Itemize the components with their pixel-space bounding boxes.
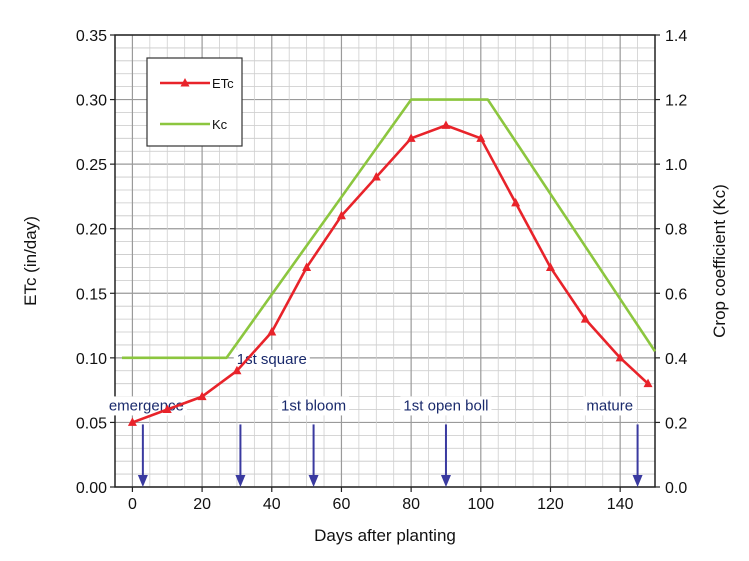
y-left-tick-label: 0.25 xyxy=(76,157,107,174)
data-point-etc xyxy=(615,352,625,362)
data-point-etc xyxy=(580,314,590,323)
x-tick-label: 80 xyxy=(402,496,420,513)
stage-label-bg xyxy=(278,396,350,416)
legend-label-etc: ETc xyxy=(212,76,234,91)
legend: ETc Kc xyxy=(146,57,243,147)
y-left-tick-label: 0.00 xyxy=(76,480,107,497)
x-tick-label: 0 xyxy=(128,496,137,513)
y-left-tick-label: 0.35 xyxy=(76,28,107,45)
stage-label-bg xyxy=(400,396,492,416)
data-point-etc xyxy=(441,120,451,129)
legend-box xyxy=(146,57,243,147)
data-point-etc xyxy=(336,210,346,220)
x-tick-label: 140 xyxy=(607,496,634,513)
data-point-etc xyxy=(232,365,242,375)
stage-label: 1st square xyxy=(237,351,307,368)
stage-label: 1st open boll xyxy=(403,397,488,414)
stage-label: mature xyxy=(586,397,633,414)
y-left-tick-label: 0.05 xyxy=(76,415,107,432)
y-axis-right-title: Crop coefficient (Kc) xyxy=(710,184,729,338)
y-right-tick-label: 0.4 xyxy=(665,351,687,368)
axes: 0 20 40 60 80 100 120 140 0.00 0.05 0.10 0.15 0.20 0.… xyxy=(76,28,687,513)
y-right-tick-label: 0.6 xyxy=(665,286,687,303)
data-point-etc xyxy=(643,378,653,388)
y-left-tick-label: 0.20 xyxy=(76,222,107,239)
y-left-tick-label: 0.15 xyxy=(76,286,107,303)
data-point-etc xyxy=(371,172,381,181)
data-point-etc xyxy=(127,417,137,426)
series-line-kc xyxy=(121,98,657,360)
plot-frame xyxy=(114,34,656,488)
stage-arrow-head xyxy=(308,475,319,487)
legend-label-kc: Kc xyxy=(212,117,228,132)
stage-label-bg xyxy=(583,396,637,416)
y-left-tick-label: 0.30 xyxy=(76,93,107,110)
data-point-etc xyxy=(197,391,207,401)
y-axis-left-title: ETc (in/day) xyxy=(21,216,40,306)
y-right-tick-label: 1.0 xyxy=(665,157,687,174)
data-point-etc xyxy=(511,197,521,207)
series-layer xyxy=(121,98,657,426)
x-tick-label: 40 xyxy=(263,496,281,513)
y-left-tick-label: 0.10 xyxy=(76,351,107,368)
y-right-tick-label: 1.2 xyxy=(665,93,687,110)
data-point-etc xyxy=(162,404,172,414)
data-point-etc xyxy=(406,133,416,142)
data-point-etc xyxy=(545,262,555,271)
stage-label: 1st bloom xyxy=(281,397,346,414)
data-point-etc xyxy=(302,262,312,271)
data-point-etc xyxy=(476,133,486,142)
x-tick-label: 20 xyxy=(193,496,211,513)
x-tick-label: 120 xyxy=(537,496,564,513)
stage-arrow-head xyxy=(440,475,451,487)
stage-arrow-head xyxy=(137,475,148,487)
stage-label: emergence xyxy=(109,397,184,414)
legend-marker-etc xyxy=(180,78,190,87)
y-right-tick-label: 0.8 xyxy=(665,222,687,239)
data-point-etc xyxy=(267,327,277,336)
x-axis-title: Days after planting xyxy=(314,526,456,545)
stage-arrow-head xyxy=(632,475,643,487)
y-right-tick-label: 0.0 xyxy=(665,480,687,497)
x-tick-label: 60 xyxy=(333,496,351,513)
stage-arrow-head xyxy=(235,475,246,487)
x-tick-label: 100 xyxy=(467,496,494,513)
y-right-tick-label: 1.4 xyxy=(665,28,687,45)
y-right-tick-label: 0.2 xyxy=(665,415,687,432)
series-line-etc xyxy=(131,124,649,424)
